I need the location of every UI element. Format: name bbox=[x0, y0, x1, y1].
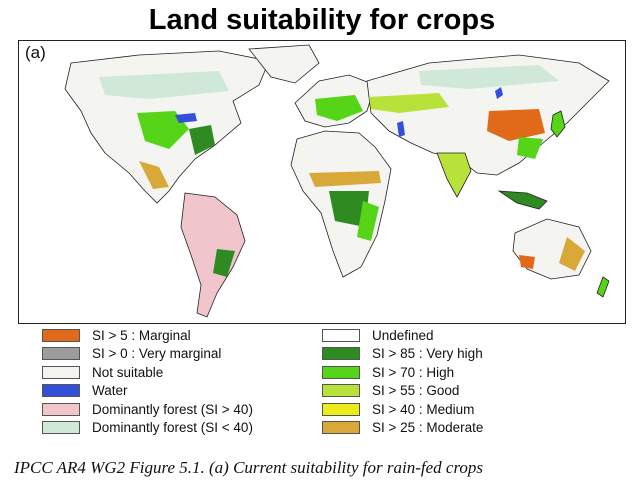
australia-east-patch bbox=[559, 237, 585, 271]
east-africa-patch bbox=[357, 201, 379, 241]
central-africa-patch bbox=[329, 191, 369, 227]
panel-label: (a) bbox=[25, 43, 46, 62]
legend-label: Undefined bbox=[372, 327, 434, 343]
us-east-forest-patch bbox=[189, 125, 215, 155]
legend-swatch bbox=[42, 328, 80, 342]
caspian-sea bbox=[397, 121, 405, 137]
southeast-asia-islands bbox=[497, 190, 548, 210]
legend-item: SI > 40 : Medium bbox=[322, 400, 483, 419]
russia-cropland-patch bbox=[369, 93, 449, 113]
great-lakes bbox=[175, 113, 197, 123]
legend-swatch bbox=[322, 402, 360, 416]
figure-caption: IPCC AR4 WG2 Figure 5.1. (a) Current sui… bbox=[14, 458, 484, 477]
legend-swatch bbox=[42, 402, 80, 416]
australia-southwest-patch bbox=[519, 255, 535, 269]
brazil-south-patch bbox=[213, 249, 235, 277]
legend-label: Water bbox=[92, 383, 128, 399]
world-map-graphic bbox=[64, 44, 610, 318]
legend-item: Water bbox=[42, 382, 253, 401]
map-title: Land suitability for crops bbox=[148, 4, 496, 36]
legend-label: SI > 85 : Very high bbox=[372, 346, 483, 362]
legend-item: Dominantly forest (SI > 40) bbox=[42, 400, 253, 419]
amazon-forest-patch bbox=[195, 211, 233, 245]
legend-swatch bbox=[42, 384, 80, 398]
china-patch bbox=[487, 109, 545, 141]
legend-label: Dominantly forest (SI < 40) bbox=[92, 420, 253, 436]
legend-label: SI > 5 : Marginal bbox=[92, 327, 191, 343]
greenland-landmass bbox=[248, 44, 320, 84]
legend-label: SI > 70 : High bbox=[372, 364, 455, 380]
south-america-landmass bbox=[180, 192, 246, 318]
legend-swatch bbox=[322, 347, 360, 361]
legend-swatch bbox=[42, 365, 80, 379]
new-zealand-landmass bbox=[596, 276, 610, 298]
legend-label: SI > 0 : Very marginal bbox=[92, 346, 222, 362]
legend-swatch bbox=[42, 421, 80, 435]
legend-left: SI > 5 : Marginal SI > 0 : Very marginal… bbox=[42, 326, 253, 437]
mexico-patch bbox=[139, 161, 169, 189]
legend-item: SI > 85 : Very high bbox=[322, 345, 483, 364]
legend-item: Dominantly forest (SI < 40) bbox=[42, 419, 253, 438]
legend-label: Dominantly forest (SI > 40) bbox=[92, 401, 253, 417]
legend-swatch bbox=[322, 328, 360, 342]
legend-item: SI > 5 : Marginal bbox=[42, 326, 253, 345]
canada-forest-patch bbox=[99, 71, 229, 99]
legend-label: SI > 55 : Good bbox=[372, 383, 460, 399]
india-landmass bbox=[436, 152, 472, 198]
japan-landmass bbox=[550, 110, 566, 138]
us-cropland-patch bbox=[137, 111, 189, 149]
legend-item: SI > 70 : High bbox=[322, 363, 483, 382]
legend-item: SI > 25 : Moderate bbox=[322, 419, 483, 438]
legend-label: Not suitable bbox=[92, 364, 164, 380]
legend-swatch bbox=[322, 421, 360, 435]
china-east-patch bbox=[517, 137, 543, 159]
legend-label: SI > 40 : Medium bbox=[372, 401, 475, 417]
legend-swatch bbox=[322, 384, 360, 398]
legend-right: Undefined SI > 85 : Very high SI > 70 : … bbox=[322, 326, 483, 437]
sahel-patch bbox=[309, 171, 381, 187]
legend-item: Undefined bbox=[322, 326, 483, 345]
russia-forest-patch bbox=[419, 65, 559, 89]
legend-item: SI > 0 : Very marginal bbox=[42, 345, 253, 364]
lake-baikal bbox=[495, 87, 503, 99]
legend-label: SI > 25 : Moderate bbox=[372, 420, 484, 436]
legend-item: SI > 55 : Good bbox=[322, 382, 483, 401]
europe-cropland-patch bbox=[315, 95, 363, 121]
legend-item: Not suitable bbox=[42, 363, 253, 382]
legend-swatch bbox=[42, 347, 80, 361]
legend-swatch bbox=[322, 365, 360, 379]
world-map: (a) bbox=[18, 40, 626, 324]
